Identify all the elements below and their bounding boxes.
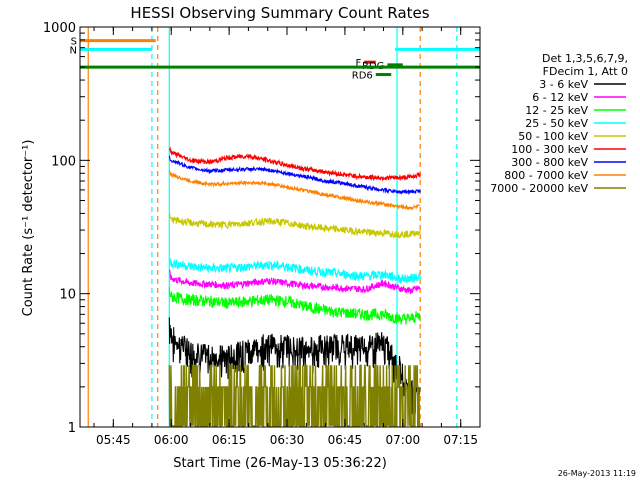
series-line-8 [168,364,421,427]
flag-label-2: F [355,58,361,69]
series-line-7 [168,169,421,211]
legend-label-5: 100 - 300 keV [511,143,588,156]
legend-header-0: Det 1,3,5,6,7,9, [542,52,628,65]
flag-label-0: S [71,37,77,48]
x-tick-label-1: 06:00 [154,433,189,447]
plot-frame [79,26,481,428]
y-tick-label-2: 100 [51,154,76,169]
flag-label-4: RD6 [352,71,373,82]
x-tick-label-6: 07:15 [443,433,478,447]
x-tick-label-3: 06:30 [270,433,305,447]
generation-timestamp: 26-May-2013 11:19 [558,469,636,478]
legend: Det 1,3,5,6,7,9,FDecim 1, Att 03 - 6 keV… [490,52,628,195]
legend-label-1: 6 - 12 keV [532,91,588,104]
y-axis-label: Count Rate (s⁻¹ detector⁻¹) [21,140,36,317]
series-line-1 [169,269,421,295]
legend-label-6: 300 - 800 keV [511,156,588,169]
legend-label-4: 50 - 100 keV [518,130,588,143]
chart-title: HESSI Observing Summary Count Rates [130,4,429,22]
legend-label-0: 3 - 6 keV [539,78,588,91]
series-line-6 [168,155,421,196]
axis-ticks: 05:45 06:00 06:15 06:30 06:45 07:00 07:15 1 10 10… [43,21,481,447]
x-axis-label: Start Time (26-May-13 05:36:22) [173,456,387,471]
y-tick-label-1: 10 [59,288,76,303]
vertical-markers [87,27,458,427]
flag-label-1: N [70,45,77,56]
series-line-3 [168,258,421,285]
x-tick-label-0: 05:45 [96,433,131,447]
data-series [168,146,421,427]
y-tick-label-3: 1000 [43,21,76,36]
y-tick-label-0: 1 [68,421,76,436]
x-tick-label-4: 06:45 [328,433,363,447]
legend-label-7: 800 - 7000 keV [504,169,588,182]
legend-label-3: 25 - 50 keV [525,117,588,130]
series-line-4 [168,212,421,240]
flag-bars: SNFRDGRD6 [70,37,480,82]
legend-label-2: 12 - 25 keV [525,104,588,117]
x-tick-label-2: 06:15 [212,433,247,447]
series-line-5 [168,146,421,182]
legend-label-8: 7000 - 20000 keV [490,182,588,195]
series-line-2 [168,287,421,325]
x-tick-label-5: 07:00 [386,433,421,447]
legend-header-1: FDecim 1, Att 0 [543,65,628,78]
